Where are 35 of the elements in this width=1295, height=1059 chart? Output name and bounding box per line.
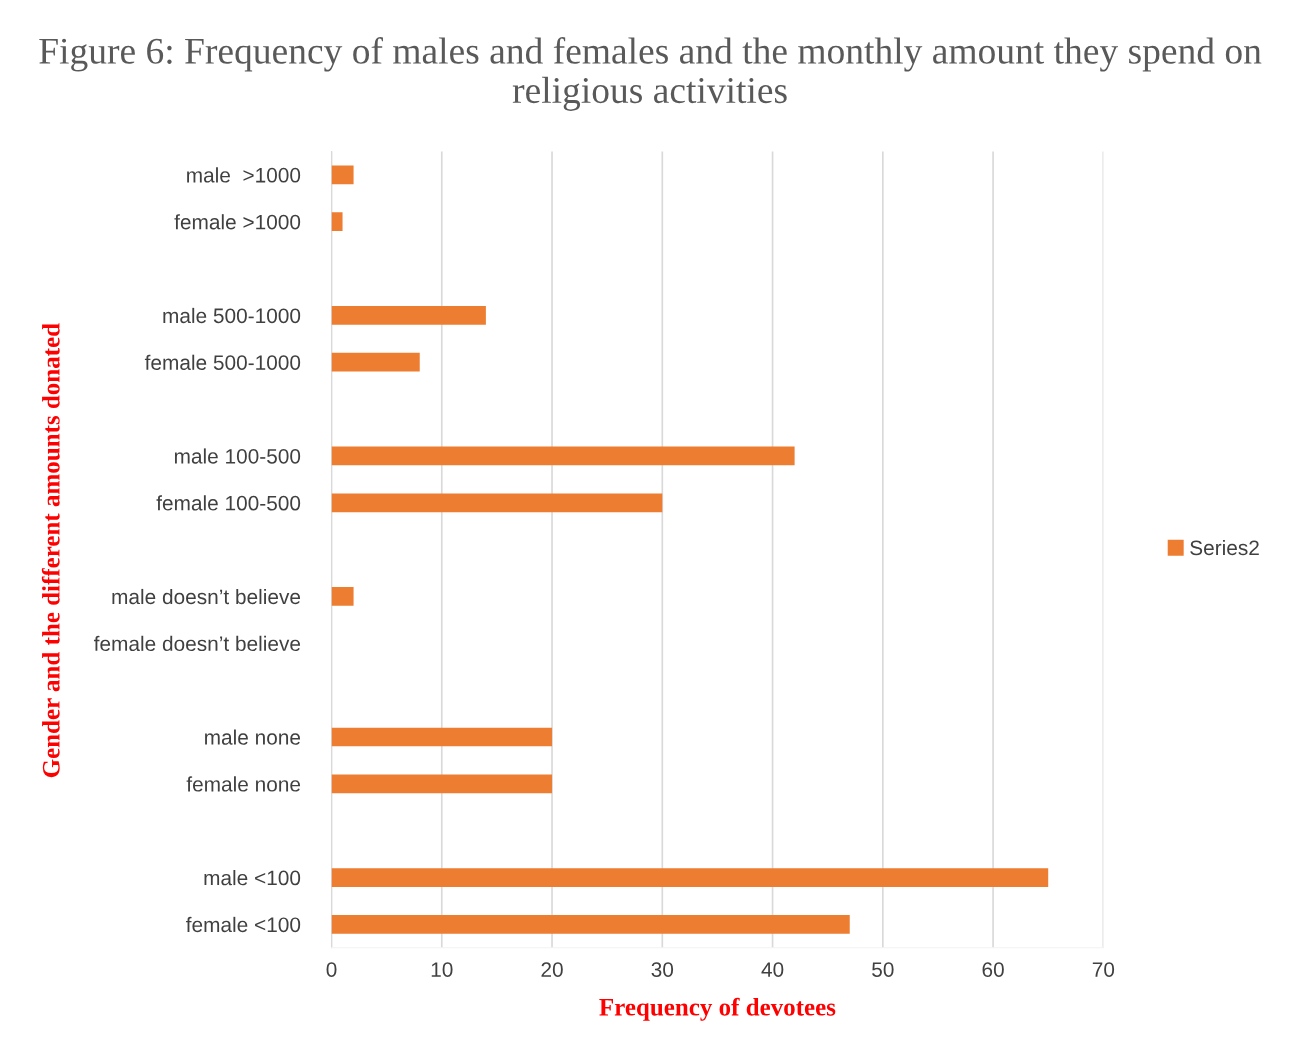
y-tick-label: male 100-500 — [174, 448, 301, 464]
x-tick-label: 50 — [872, 962, 894, 977]
x-tick-label: 40 — [761, 962, 784, 977]
bar — [331, 587, 354, 606]
y-tick-label: female 100-500 — [156, 495, 301, 511]
x-axis-title: Frequency of devotees — [599, 997, 836, 1021]
bar — [331, 774, 553, 794]
x-tick-label: 30 — [651, 962, 674, 977]
y-tick-label: female doesn’t believe — [93, 635, 301, 652]
x-tick-label: 10 — [431, 962, 453, 977]
bar — [331, 306, 486, 325]
y-axis-title: Gender and the different amounts donated — [41, 323, 60, 778]
x-tick-label: 0 — [326, 962, 337, 977]
y-tick-label: male <100 — [204, 869, 301, 886]
bar — [331, 915, 850, 934]
y-tick-label: male none — [205, 729, 301, 745]
y-tick-label: male >1000 — [187, 167, 301, 183]
y-tick-label: female none — [186, 776, 301, 792]
y-tick-label: male doesn’t believe — [112, 588, 301, 605]
x-tick-label: 70 — [1092, 962, 1115, 977]
chart-title: Figure 6: Frequency of males and females and the monthly amount they spend on religious activities — [39, 37, 1262, 111]
bar — [331, 212, 343, 232]
bar — [331, 165, 354, 185]
bar — [331, 352, 420, 372]
bar — [331, 493, 663, 513]
y-tick-label: female >1000 — [174, 214, 301, 230]
y-tick-label: female <100 — [186, 916, 301, 933]
bar — [331, 868, 1049, 887]
y-tick-label: male 500-1000 — [163, 307, 301, 324]
bar — [331, 727, 553, 747]
y-tick-label: female 500-1000 — [144, 354, 301, 370]
x-tick-label: 20 — [541, 962, 563, 977]
legend-label: Series2 — [1190, 539, 1259, 556]
x-tick-label: 60 — [982, 962, 1004, 977]
bar — [331, 446, 795, 466]
